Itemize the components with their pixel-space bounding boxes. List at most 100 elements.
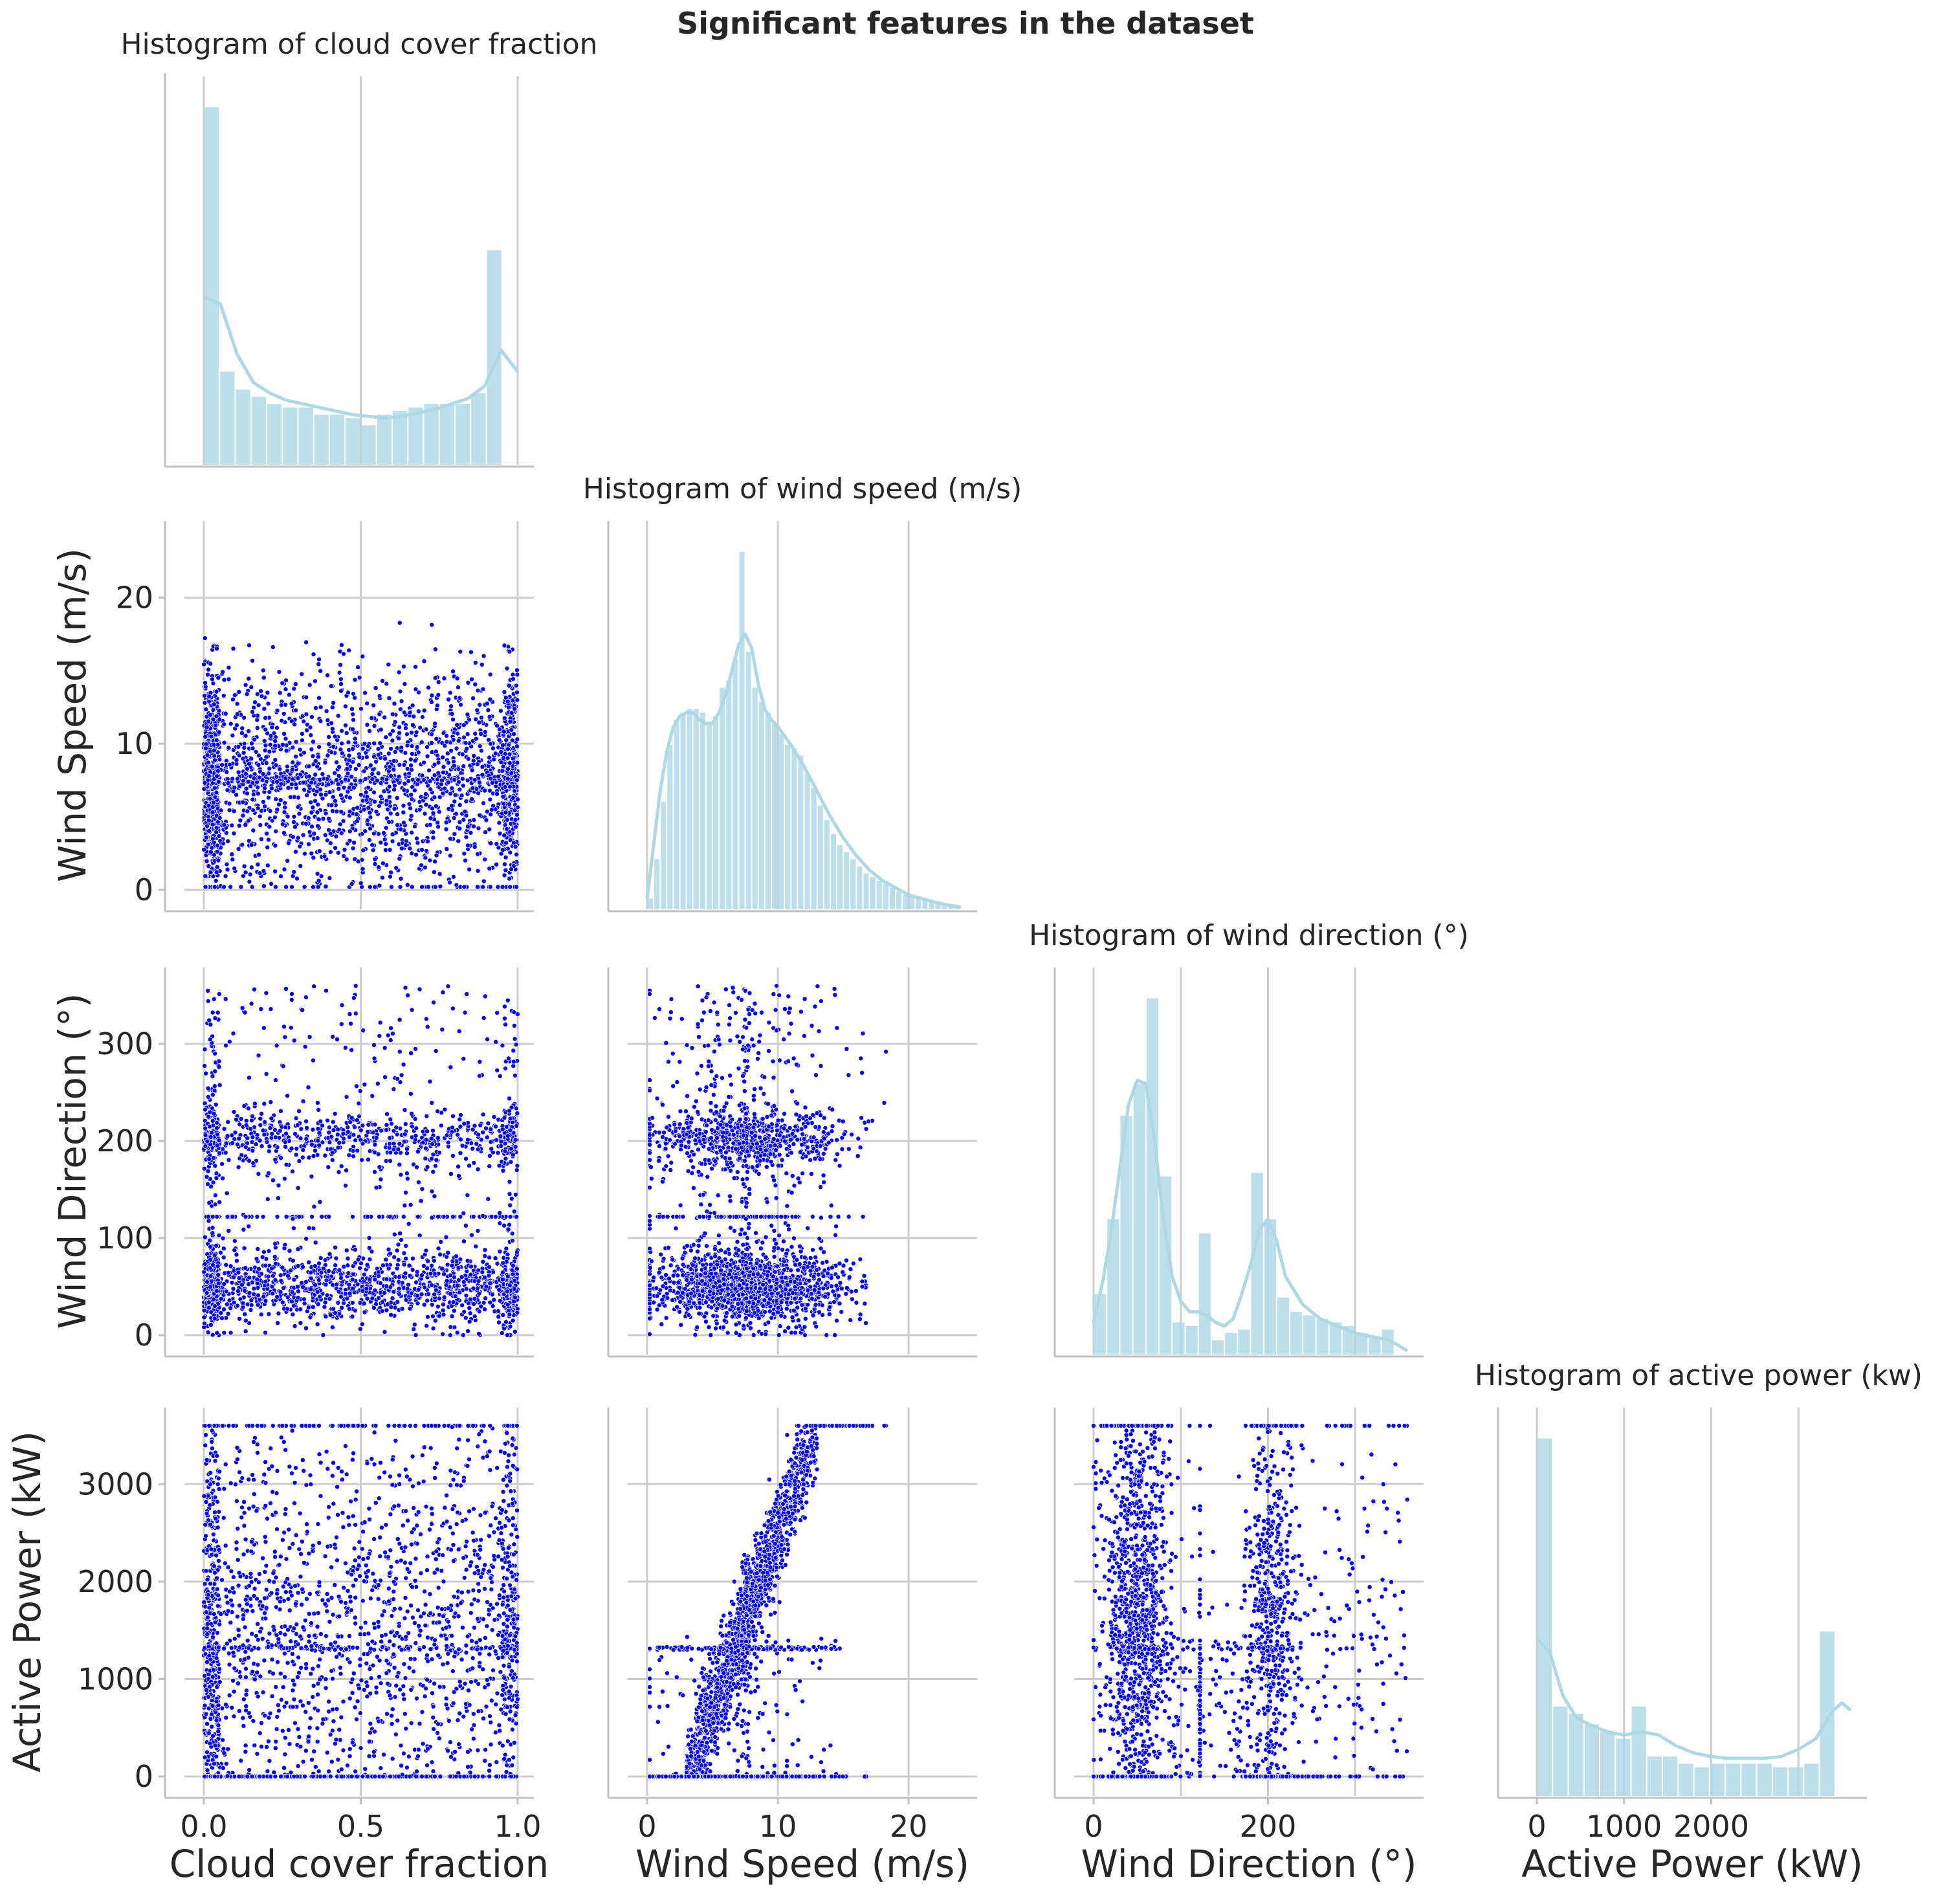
scatter-point <box>209 764 215 769</box>
hist-bar <box>1584 1724 1599 1796</box>
scatter-point <box>332 770 338 776</box>
hist-bar <box>267 404 282 465</box>
scatter-point <box>259 693 265 699</box>
scatter-point <box>451 763 457 769</box>
scatter-point <box>500 764 506 769</box>
scatter-point <box>411 1326 417 1332</box>
scatter-point <box>415 749 421 755</box>
scatter-point <box>335 1127 341 1133</box>
scatter-point <box>500 1126 505 1132</box>
scatter-point <box>502 832 507 838</box>
scatter-point <box>272 869 278 874</box>
scatter-point <box>397 1141 402 1147</box>
scatter-point <box>339 728 345 734</box>
scatter-point <box>205 998 211 1004</box>
scatter-point <box>514 689 520 695</box>
scatter-panel-cloud-speed <box>164 521 534 913</box>
scatter-point <box>348 1021 354 1026</box>
scatter-point <box>360 746 366 751</box>
hist-bar <box>1369 1336 1381 1355</box>
scatter-point <box>488 1139 494 1145</box>
scatter-point <box>485 1196 491 1202</box>
scatter-point <box>236 753 242 758</box>
scatter-point <box>290 777 296 782</box>
scatter-point <box>485 707 491 713</box>
scatter-point <box>314 836 320 841</box>
scatter-point <box>248 1302 254 1308</box>
scatter-point <box>510 1263 516 1268</box>
scatter-point <box>272 815 278 821</box>
scatter-point <box>378 1280 384 1286</box>
scatter-point <box>329 803 335 808</box>
scatter-point <box>502 784 508 790</box>
scatter-point <box>503 854 509 860</box>
scatter-point <box>487 1264 492 1270</box>
scatter-point <box>479 714 485 720</box>
scatter-point <box>248 1126 254 1132</box>
scatter-point <box>243 870 248 876</box>
scatter-point <box>448 1291 454 1297</box>
scatter-point <box>388 870 394 876</box>
scatter-point <box>272 1127 278 1133</box>
scatter-point <box>470 696 476 702</box>
scatter-point <box>460 782 466 788</box>
scatter-point <box>236 1270 241 1276</box>
scatter-point <box>232 785 237 791</box>
scatter-point <box>388 874 393 880</box>
scatter-point <box>304 1125 310 1131</box>
scatter-point <box>429 1100 435 1106</box>
scatter-point <box>355 859 361 865</box>
scatter-point <box>228 721 234 727</box>
scatter-point <box>204 858 210 864</box>
scatter-point <box>492 1256 498 1261</box>
scatter-point <box>505 766 511 772</box>
scatter-point <box>313 758 318 764</box>
scatter-point <box>479 662 485 668</box>
scatter-point <box>402 1121 408 1127</box>
scatter-point <box>378 793 384 799</box>
scatter-point <box>415 840 421 846</box>
scatter-point <box>355 665 361 670</box>
scatter-point <box>330 1034 336 1039</box>
scatter-point <box>402 985 408 991</box>
scatter-point <box>445 751 450 757</box>
scatter-point <box>415 709 421 714</box>
scatter-point <box>434 703 440 709</box>
scatter-point <box>212 1083 217 1089</box>
scatter-point <box>307 1314 313 1320</box>
scatter-point <box>320 1123 325 1129</box>
scatter-point <box>454 811 459 817</box>
scatter-point <box>272 1254 278 1259</box>
scatter-point <box>212 757 217 763</box>
scatter-point <box>509 738 515 744</box>
scatter-point <box>248 784 254 790</box>
hist-bar <box>408 407 423 465</box>
scatter-point <box>289 1169 295 1175</box>
scatter-point <box>430 1127 435 1133</box>
scatter-point <box>326 827 332 833</box>
scatter-point <box>346 1281 352 1287</box>
scatter-point <box>228 1305 234 1311</box>
hist-bar <box>883 884 888 909</box>
scatter-point <box>344 1248 349 1254</box>
scatter-point <box>436 809 442 815</box>
scatter-point <box>430 1151 436 1157</box>
scatter-point <box>456 1028 462 1034</box>
scatter-point <box>472 1123 478 1129</box>
scatter-point <box>459 1143 465 1149</box>
scatter-point <box>351 785 357 791</box>
scatter-point <box>320 816 326 822</box>
scatter-point <box>445 983 451 989</box>
scatter-point <box>450 1125 456 1131</box>
scatter-point <box>379 776 385 782</box>
scatter-point <box>388 773 394 779</box>
scatter-point <box>206 718 212 724</box>
scatter-point <box>383 841 389 847</box>
scatter-point <box>441 1301 446 1307</box>
hist-bar <box>785 744 791 909</box>
scatter-point <box>390 738 395 744</box>
scatter-point <box>514 1123 520 1129</box>
scatter-point <box>224 861 230 867</box>
scatter-point <box>217 1199 223 1205</box>
scatter-point <box>212 1068 218 1074</box>
